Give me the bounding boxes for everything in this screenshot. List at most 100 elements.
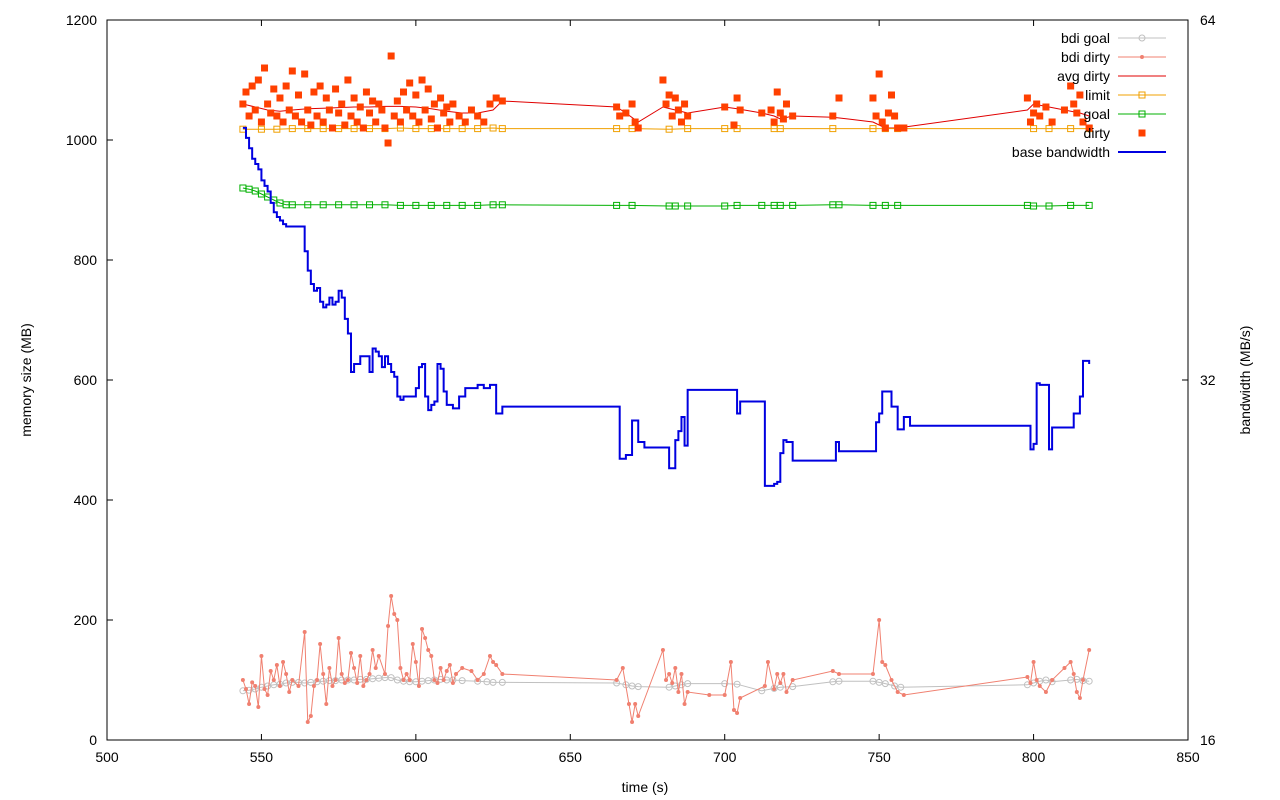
data-point — [433, 124, 441, 132]
data-point — [375, 100, 383, 108]
data-point — [487, 654, 492, 658]
data-point — [789, 201, 797, 209]
data-point — [254, 76, 262, 84]
legend-item: base bandwidth — [1012, 144, 1166, 160]
data-point — [665, 125, 673, 133]
data-point — [1076, 91, 1084, 99]
data-point — [381, 124, 389, 132]
data-point — [362, 88, 370, 96]
data-point — [325, 106, 333, 114]
data-point — [455, 112, 463, 120]
data-point — [494, 663, 499, 667]
data-point — [1033, 100, 1041, 108]
data-point — [881, 680, 889, 688]
data-point — [435, 681, 440, 685]
data-point — [239, 100, 247, 108]
data-point — [631, 118, 639, 126]
data-point — [684, 202, 692, 210]
data-point — [350, 94, 358, 102]
data-point — [301, 70, 309, 78]
data-point — [416, 684, 421, 688]
data-point — [1074, 690, 1079, 694]
data-point — [274, 663, 279, 667]
data-point — [486, 100, 494, 108]
data-point — [449, 100, 457, 108]
data-point — [1140, 55, 1144, 59]
data-point — [443, 103, 451, 111]
data-point — [1071, 672, 1076, 676]
data-point — [901, 693, 906, 697]
data-point — [412, 125, 420, 133]
data-point — [441, 678, 446, 682]
data-point — [1087, 648, 1092, 652]
series-line — [242, 595, 1090, 724]
data-point — [290, 678, 295, 682]
x-tick-label: 850 — [1176, 749, 1200, 765]
y-tick-label: 600 — [74, 372, 98, 388]
data-point — [900, 124, 908, 132]
series-goal — [239, 184, 1093, 210]
data-point — [288, 67, 296, 75]
data-point — [302, 630, 307, 634]
data-point — [412, 91, 420, 99]
data-point — [883, 663, 888, 667]
y-tick-label: 200 — [74, 612, 98, 628]
data-point — [367, 672, 372, 676]
data-point — [396, 118, 404, 126]
data-point — [423, 636, 428, 640]
y-tick-label: 800 — [74, 252, 98, 268]
data-point — [384, 139, 392, 147]
data-point — [1067, 82, 1075, 90]
data-point — [684, 125, 692, 133]
data-point — [721, 202, 729, 210]
data-point — [613, 103, 621, 111]
data-point — [1026, 118, 1034, 126]
data-point — [659, 76, 667, 84]
data-point — [304, 201, 312, 209]
data-point — [284, 672, 289, 676]
data-point — [381, 201, 389, 209]
data-point — [364, 678, 369, 682]
data-point — [1045, 125, 1053, 133]
data-point — [298, 118, 306, 126]
data-point — [432, 678, 437, 682]
data-point — [1037, 684, 1042, 688]
data-point — [891, 112, 899, 120]
data-point — [784, 690, 789, 694]
data-point — [250, 680, 255, 685]
data-point — [887, 91, 895, 99]
data-point — [730, 121, 738, 129]
data-point — [392, 612, 397, 616]
data-point — [667, 672, 672, 676]
data-point — [733, 680, 741, 688]
data-point — [386, 624, 391, 628]
data-point — [437, 94, 445, 102]
data-point — [829, 125, 837, 133]
data-point — [273, 112, 281, 120]
data-point — [279, 118, 287, 126]
data-point — [344, 76, 352, 84]
data-point — [1085, 677, 1093, 685]
series-base-bandwidth — [242, 126, 1091, 487]
data-point — [498, 201, 506, 209]
data-point — [1067, 125, 1075, 133]
data-point — [685, 690, 690, 694]
data-point — [636, 714, 641, 718]
data-point — [721, 103, 729, 111]
data-point — [722, 693, 727, 697]
data-point — [634, 124, 642, 132]
series-limit — [239, 124, 1093, 133]
data-point — [762, 684, 767, 688]
data-point — [1080, 678, 1085, 682]
data-point — [389, 594, 394, 598]
data-point — [1031, 660, 1036, 664]
data-point — [355, 681, 360, 685]
x-tick-label: 650 — [559, 749, 583, 765]
data-point — [247, 702, 252, 706]
data-point — [1042, 676, 1050, 684]
data-point — [310, 88, 318, 96]
data-point — [270, 85, 278, 93]
data-point — [670, 681, 675, 685]
data-point — [1138, 110, 1146, 118]
data-point — [869, 94, 877, 102]
